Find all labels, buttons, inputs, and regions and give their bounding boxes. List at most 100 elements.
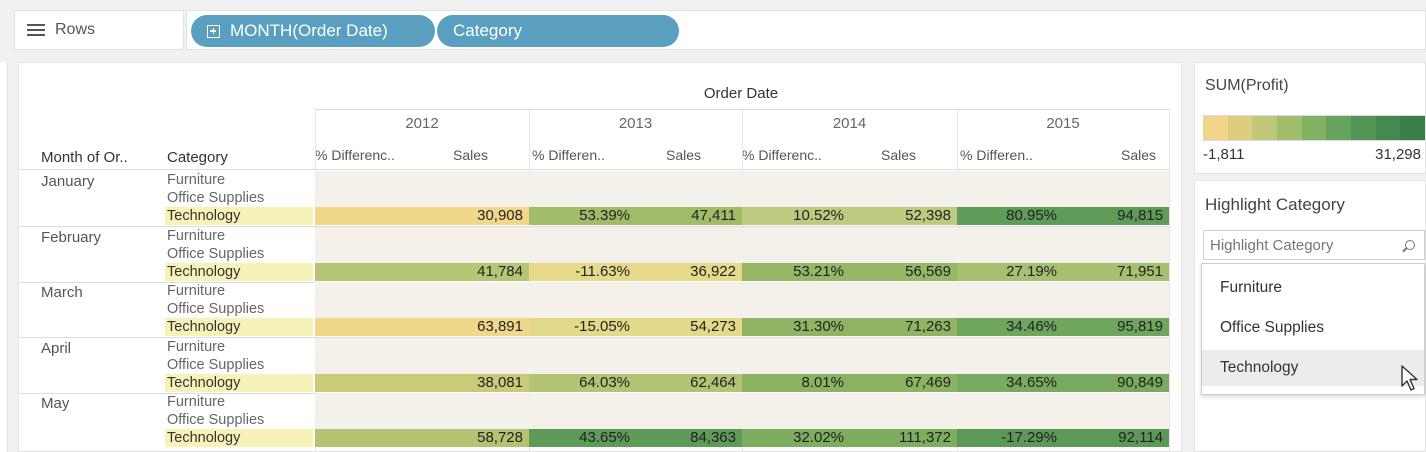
column-divider bbox=[1169, 109, 1170, 451]
table-cell[interactable] bbox=[315, 262, 419, 281]
category-label[interactable]: Furniture bbox=[167, 338, 226, 355]
header-divider bbox=[315, 109, 1169, 110]
table-cell[interactable]: -17.29% bbox=[957, 429, 1063, 448]
table-cell[interactable]: 10.52% bbox=[742, 207, 850, 225]
category-label[interactable]: Office Supplies bbox=[167, 245, 265, 262]
table-cell[interactable]: 27.19% bbox=[957, 262, 1063, 281]
column-header[interactable]: Sales bbox=[881, 147, 917, 163]
table-cell[interactable]: 56,569 bbox=[850, 262, 957, 281]
category-label[interactable]: Office Supplies bbox=[167, 356, 265, 373]
highlight-category-panel: Highlight Category Furniture Office Supp… bbox=[1194, 180, 1426, 452]
table-cell[interactable]: 43.65% bbox=[529, 429, 636, 448]
category-label[interactable]: Furniture bbox=[167, 227, 226, 244]
month-label[interactable]: April bbox=[41, 339, 72, 357]
highlight-option-office-supplies[interactable]: Office Supplies bbox=[1220, 319, 1324, 336]
table-cell[interactable]: 8.01% bbox=[742, 373, 850, 392]
column-header[interactable]: % Differenc.. bbox=[742, 147, 822, 163]
table-cell[interactable]: 90,849 bbox=[1063, 373, 1169, 392]
column-header[interactable]: % Differenc.. bbox=[315, 147, 395, 163]
expand-plus-icon[interactable] bbox=[207, 24, 220, 38]
month-label[interactable]: May bbox=[41, 395, 70, 413]
highlight-dropdown: Furniture Office Supplies Technology bbox=[1201, 263, 1425, 395]
row-header-category[interactable]: Category bbox=[167, 149, 228, 166]
table-cell[interactable]: 111,372 bbox=[850, 429, 957, 448]
table-cell[interactable]: 53.21% bbox=[742, 262, 850, 281]
category-label[interactable]: Technology bbox=[167, 319, 241, 336]
table-cell[interactable]: 41,784 bbox=[419, 262, 529, 281]
category-label[interactable]: Furniture bbox=[167, 172, 226, 188]
order-date-header: Order Date bbox=[703, 85, 779, 102]
table-cell[interactable]: 34.65% bbox=[957, 373, 1063, 392]
table-cell[interactable]: 95,819 bbox=[1063, 318, 1169, 337]
pill-month-order-date[interactable]: MONTH(Order Date) bbox=[191, 15, 435, 47]
year-header: 2012 bbox=[405, 115, 439, 132]
table-cell[interactable]: 67,469 bbox=[850, 373, 957, 392]
table-cell[interactable] bbox=[315, 318, 419, 337]
category-label[interactable]: Technology bbox=[167, 430, 241, 447]
table-cell[interactable]: 92,114 bbox=[1063, 429, 1169, 448]
month-label[interactable]: February bbox=[41, 228, 102, 246]
pill-category[interactable]: Category bbox=[437, 15, 679, 47]
dimmed-cells bbox=[315, 171, 1169, 207]
table-cell[interactable]: 38,081 bbox=[419, 373, 529, 392]
column-header[interactable]: Sales bbox=[453, 147, 489, 163]
table-cell[interactable]: 47,411 bbox=[636, 207, 742, 225]
table-cell[interactable] bbox=[315, 429, 419, 448]
category-label[interactable]: Furniture bbox=[167, 394, 226, 411]
table-cell[interactable]: 64.03% bbox=[529, 373, 636, 392]
table-cell[interactable]: 34.46% bbox=[957, 318, 1063, 337]
profit-color-legend[interactable]: SUM(Profit) -1,811 31,298 bbox=[1194, 62, 1426, 174]
table-cell[interactable] bbox=[315, 373, 419, 392]
ramp-step bbox=[1301, 116, 1327, 140]
table-cell[interactable]: 32.02% bbox=[742, 429, 850, 448]
category-label[interactable]: Technology bbox=[167, 263, 241, 280]
category-label[interactable]: Office Supplies bbox=[167, 301, 265, 318]
category-label[interactable]: Furniture bbox=[167, 283, 226, 300]
row-divider bbox=[19, 392, 1169, 394]
highlight-option-technology[interactable]: Technology bbox=[1202, 350, 1424, 386]
table-cell[interactable]: 54,273 bbox=[636, 318, 742, 337]
month-label[interactable]: January bbox=[41, 173, 95, 190]
column-header[interactable]: Sales bbox=[1121, 147, 1157, 163]
table-cell[interactable]: 62,464 bbox=[636, 373, 742, 392]
legend-min: -1,811 bbox=[1203, 146, 1245, 163]
table-cell[interactable]: -11.63% bbox=[529, 262, 636, 281]
table-cell[interactable]: 31.30% bbox=[742, 318, 850, 337]
color-ramp bbox=[1203, 115, 1426, 141]
category-label[interactable]: Office Supplies bbox=[167, 190, 265, 206]
search-icon[interactable] bbox=[1405, 240, 1415, 250]
rows-shelf-drop-area[interactable]: MONTH(Order Date) Category bbox=[186, 10, 1426, 50]
row-header-month[interactable]: Month of Or.. bbox=[41, 149, 128, 166]
category-label[interactable]: Office Supplies bbox=[167, 412, 265, 429]
column-header[interactable]: % Differen.. bbox=[960, 147, 1033, 163]
table-cell[interactable]: 36,922 bbox=[636, 262, 742, 281]
table-cell[interactable]: 58,728 bbox=[419, 429, 529, 448]
mouse-pointer-icon bbox=[1401, 365, 1418, 391]
header-divider bbox=[19, 169, 1169, 170]
legend-max: 31,298 bbox=[1375, 146, 1421, 163]
column-header[interactable]: Sales bbox=[666, 147, 702, 163]
technology-row-highlight bbox=[165, 429, 313, 448]
crosstab-view[interactable]: Order Date 2012 2013 2014 2015 Month of … bbox=[18, 62, 1182, 452]
table-cell[interactable]: 71,263 bbox=[850, 318, 957, 337]
column-header[interactable]: % Differen.. bbox=[532, 147, 605, 163]
technology-row-highlight bbox=[165, 207, 313, 225]
table-cell[interactable]: 94,815 bbox=[1063, 207, 1169, 225]
highlight-search-input[interactable] bbox=[1203, 230, 1425, 260]
table-cell[interactable]: 71,951 bbox=[1063, 262, 1169, 281]
table-cell[interactable]: 80.95% bbox=[957, 207, 1063, 225]
table-cell[interactable] bbox=[315, 207, 419, 225]
category-label[interactable]: Technology bbox=[167, 208, 241, 224]
table-cell[interactable]: 84,363 bbox=[636, 429, 742, 448]
table-cell[interactable]: 30,908 bbox=[419, 207, 529, 225]
table-cell[interactable]: 52,398 bbox=[850, 207, 957, 225]
table-cell[interactable]: 63,891 bbox=[419, 318, 529, 337]
legend-title: SUM(Profit) bbox=[1205, 77, 1289, 94]
table-cell[interactable]: 53.39% bbox=[529, 207, 636, 225]
month-label[interactable]: March bbox=[41, 284, 83, 302]
table-cell[interactable]: -15.05% bbox=[529, 318, 636, 337]
highlight-option-furniture[interactable]: Furniture bbox=[1220, 279, 1283, 296]
category-label[interactable]: Technology bbox=[167, 374, 241, 391]
ramp-step bbox=[1375, 116, 1401, 140]
left-panel-edge bbox=[0, 62, 8, 452]
